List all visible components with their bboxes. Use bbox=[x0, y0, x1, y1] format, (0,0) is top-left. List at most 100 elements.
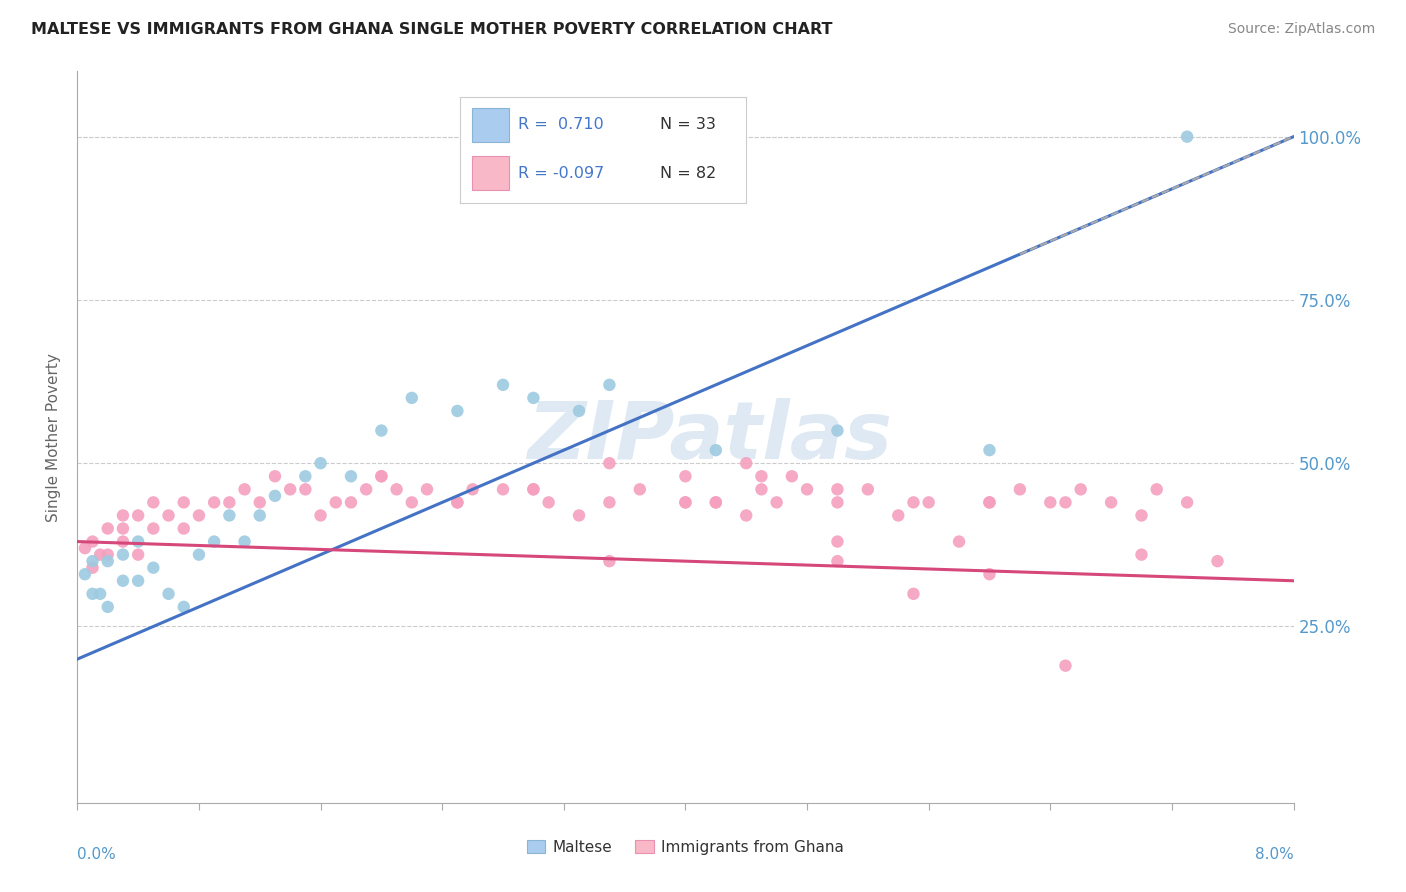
Point bbox=[416, 483, 439, 497]
Point bbox=[82, 554, 104, 568]
Point bbox=[598, 456, 620, 470]
Point bbox=[73, 541, 96, 555]
Point bbox=[249, 495, 271, 509]
Point bbox=[401, 391, 423, 405]
Point bbox=[89, 587, 111, 601]
Point bbox=[598, 554, 620, 568]
Point bbox=[188, 548, 211, 562]
Point bbox=[1039, 495, 1062, 509]
Point bbox=[735, 508, 758, 523]
Point bbox=[568, 404, 591, 418]
Point bbox=[370, 469, 392, 483]
Point bbox=[142, 521, 165, 535]
Point bbox=[97, 548, 120, 562]
Point bbox=[675, 495, 697, 509]
Point bbox=[522, 391, 544, 405]
Point bbox=[142, 495, 165, 509]
Point bbox=[97, 554, 120, 568]
Point bbox=[1130, 548, 1153, 562]
Point bbox=[751, 483, 773, 497]
Point bbox=[202, 495, 225, 509]
Point bbox=[598, 377, 620, 392]
Point bbox=[127, 534, 149, 549]
Point bbox=[111, 508, 134, 523]
Point bbox=[675, 495, 697, 509]
Text: MALTESE VS IMMIGRANTS FROM GHANA SINGLE MOTHER POVERTY CORRELATION CHART: MALTESE VS IMMIGRANTS FROM GHANA SINGLE … bbox=[31, 22, 832, 37]
Point bbox=[309, 456, 332, 470]
Point bbox=[82, 560, 104, 574]
Point bbox=[188, 508, 211, 523]
Point bbox=[827, 495, 849, 509]
Point bbox=[1175, 129, 1198, 144]
Point bbox=[157, 508, 180, 523]
Point bbox=[173, 521, 195, 535]
Point bbox=[202, 534, 225, 549]
Point bbox=[73, 567, 96, 582]
Point bbox=[325, 495, 347, 509]
Point bbox=[127, 508, 149, 523]
Point bbox=[82, 587, 104, 601]
Point bbox=[827, 483, 849, 497]
Point bbox=[1054, 495, 1077, 509]
Point bbox=[340, 495, 363, 509]
Legend: Maltese, Immigrants from Ghana: Maltese, Immigrants from Ghana bbox=[520, 834, 851, 861]
Point bbox=[111, 521, 134, 535]
Point bbox=[111, 574, 134, 588]
Point bbox=[294, 483, 316, 497]
Point bbox=[1008, 483, 1031, 497]
Point bbox=[89, 548, 111, 562]
Point bbox=[173, 495, 195, 509]
Point bbox=[918, 495, 941, 509]
Point bbox=[492, 483, 515, 497]
Point bbox=[264, 469, 287, 483]
Point bbox=[340, 469, 363, 483]
Point bbox=[979, 443, 1001, 458]
Point bbox=[249, 508, 271, 523]
Point bbox=[1099, 495, 1122, 509]
Point bbox=[887, 508, 910, 523]
Point bbox=[233, 534, 256, 549]
Point bbox=[142, 560, 165, 574]
Point bbox=[446, 495, 468, 509]
Point bbox=[127, 574, 149, 588]
Point bbox=[401, 495, 423, 509]
Point bbox=[1070, 483, 1092, 497]
Point bbox=[111, 548, 134, 562]
Point bbox=[979, 495, 1001, 509]
Point bbox=[704, 495, 727, 509]
Point bbox=[568, 508, 591, 523]
Point bbox=[127, 548, 149, 562]
Point bbox=[704, 495, 727, 509]
Point bbox=[856, 483, 879, 497]
Point bbox=[1206, 554, 1229, 568]
Point bbox=[173, 599, 195, 614]
Point bbox=[704, 443, 727, 458]
Point bbox=[233, 483, 256, 497]
Point bbox=[82, 534, 104, 549]
Point bbox=[354, 483, 377, 497]
Text: 8.0%: 8.0% bbox=[1254, 847, 1294, 862]
Point bbox=[979, 495, 1001, 509]
Point bbox=[309, 508, 332, 523]
Point bbox=[827, 554, 849, 568]
Point bbox=[492, 377, 515, 392]
Point bbox=[675, 469, 697, 483]
Point bbox=[370, 424, 392, 438]
Point bbox=[461, 483, 484, 497]
Point bbox=[796, 483, 818, 497]
Point bbox=[735, 456, 758, 470]
Point bbox=[446, 404, 468, 418]
Point bbox=[385, 483, 408, 497]
Point bbox=[765, 495, 787, 509]
Point bbox=[218, 495, 240, 509]
Point bbox=[97, 521, 120, 535]
Point bbox=[1175, 495, 1198, 509]
Point bbox=[278, 483, 301, 497]
Text: ZIPatlas: ZIPatlas bbox=[527, 398, 893, 476]
Point bbox=[979, 567, 1001, 582]
Point bbox=[1054, 658, 1077, 673]
Point bbox=[264, 489, 287, 503]
Y-axis label: Single Mother Poverty: Single Mother Poverty bbox=[46, 352, 62, 522]
Point bbox=[157, 587, 180, 601]
Point bbox=[598, 495, 620, 509]
